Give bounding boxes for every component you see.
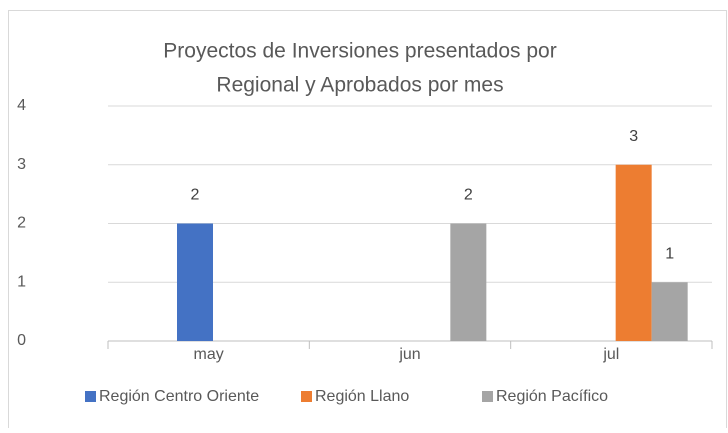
x-tick-label: jul: [602, 346, 619, 363]
legend-swatch: [482, 391, 493, 402]
legend-swatch: [85, 391, 96, 402]
x-tick-label: may: [194, 346, 224, 363]
chart-title-line: Proyectos de Inversiones presentados por: [163, 40, 556, 63]
legend-swatch: [301, 391, 312, 402]
legend-label: Región Llano: [315, 388, 409, 405]
y-tick-label: 2: [17, 215, 26, 232]
chart-border: [8, 10, 727, 433]
x-tick-label: jun: [398, 346, 420, 363]
legend-label: Región Centro Oriente: [99, 388, 259, 405]
y-tick-label: 0: [17, 332, 26, 349]
legend-label: Región Pacífico: [496, 388, 608, 405]
value-label: 1: [665, 245, 674, 262]
y-tick-label: 3: [17, 156, 26, 173]
bar: [615, 164, 652, 341]
value-label: 2: [191, 187, 200, 204]
bar: [450, 223, 487, 341]
chart-title-line: Regional y Aprobados por mes: [216, 74, 503, 97]
bar: [177, 223, 213, 341]
y-tick-label: 1: [17, 273, 26, 290]
bar: [651, 282, 688, 341]
y-tick-label: 4: [17, 97, 26, 114]
value-label: 2: [464, 187, 473, 204]
value-label: 3: [629, 128, 638, 145]
